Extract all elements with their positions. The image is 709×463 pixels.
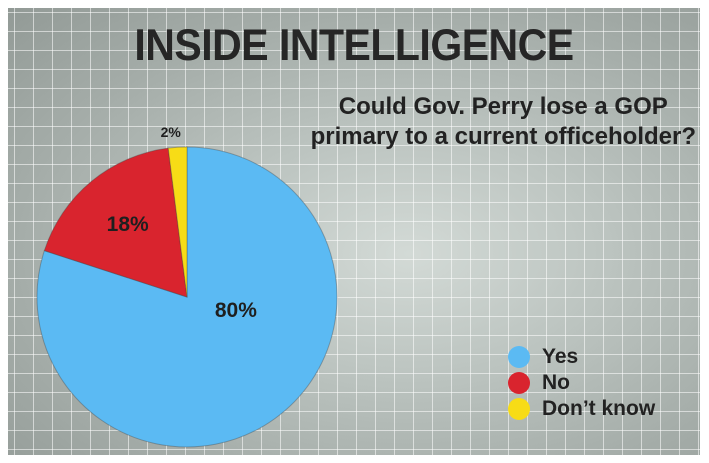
- headline: INSIDE INTELLIGENCE: [134, 20, 574, 70]
- legend-item-yes: Yes: [508, 344, 698, 370]
- legend-item-dont-know: Don’t know: [508, 396, 698, 422]
- chart-panel: INSIDE INTELLIGENCE Could Gov. Perry los…: [8, 8, 700, 455]
- pie-slice-no: [43, 147, 188, 298]
- data-label-dont-know: 2%: [161, 124, 182, 140]
- legend-swatch-dont-know: [508, 398, 530, 420]
- legend-label-no: No: [542, 371, 570, 394]
- legend-item-no: No: [508, 370, 698, 396]
- data-label-yes: 80%: [215, 299, 257, 322]
- pie-slice-dont-know: [167, 146, 188, 298]
- question-line-1: Could Gov. Perry lose a GOP: [338, 93, 668, 120]
- legend-swatch-no: [508, 372, 530, 394]
- legend-label-dont-know: Don’t know: [542, 397, 656, 420]
- legend-label-yes: Yes: [542, 345, 579, 368]
- pie-slice-yes: [36, 146, 338, 448]
- question-line-2: primary to a current officeholder?: [310, 123, 696, 150]
- legend-swatch-yes: [508, 346, 530, 368]
- data-label-no: 18%: [107, 213, 149, 236]
- question-title: Could Gov. Perry lose a GOP primary to a…: [311, 92, 696, 152]
- pie-chart: 80% 18% 2%: [36, 124, 338, 448]
